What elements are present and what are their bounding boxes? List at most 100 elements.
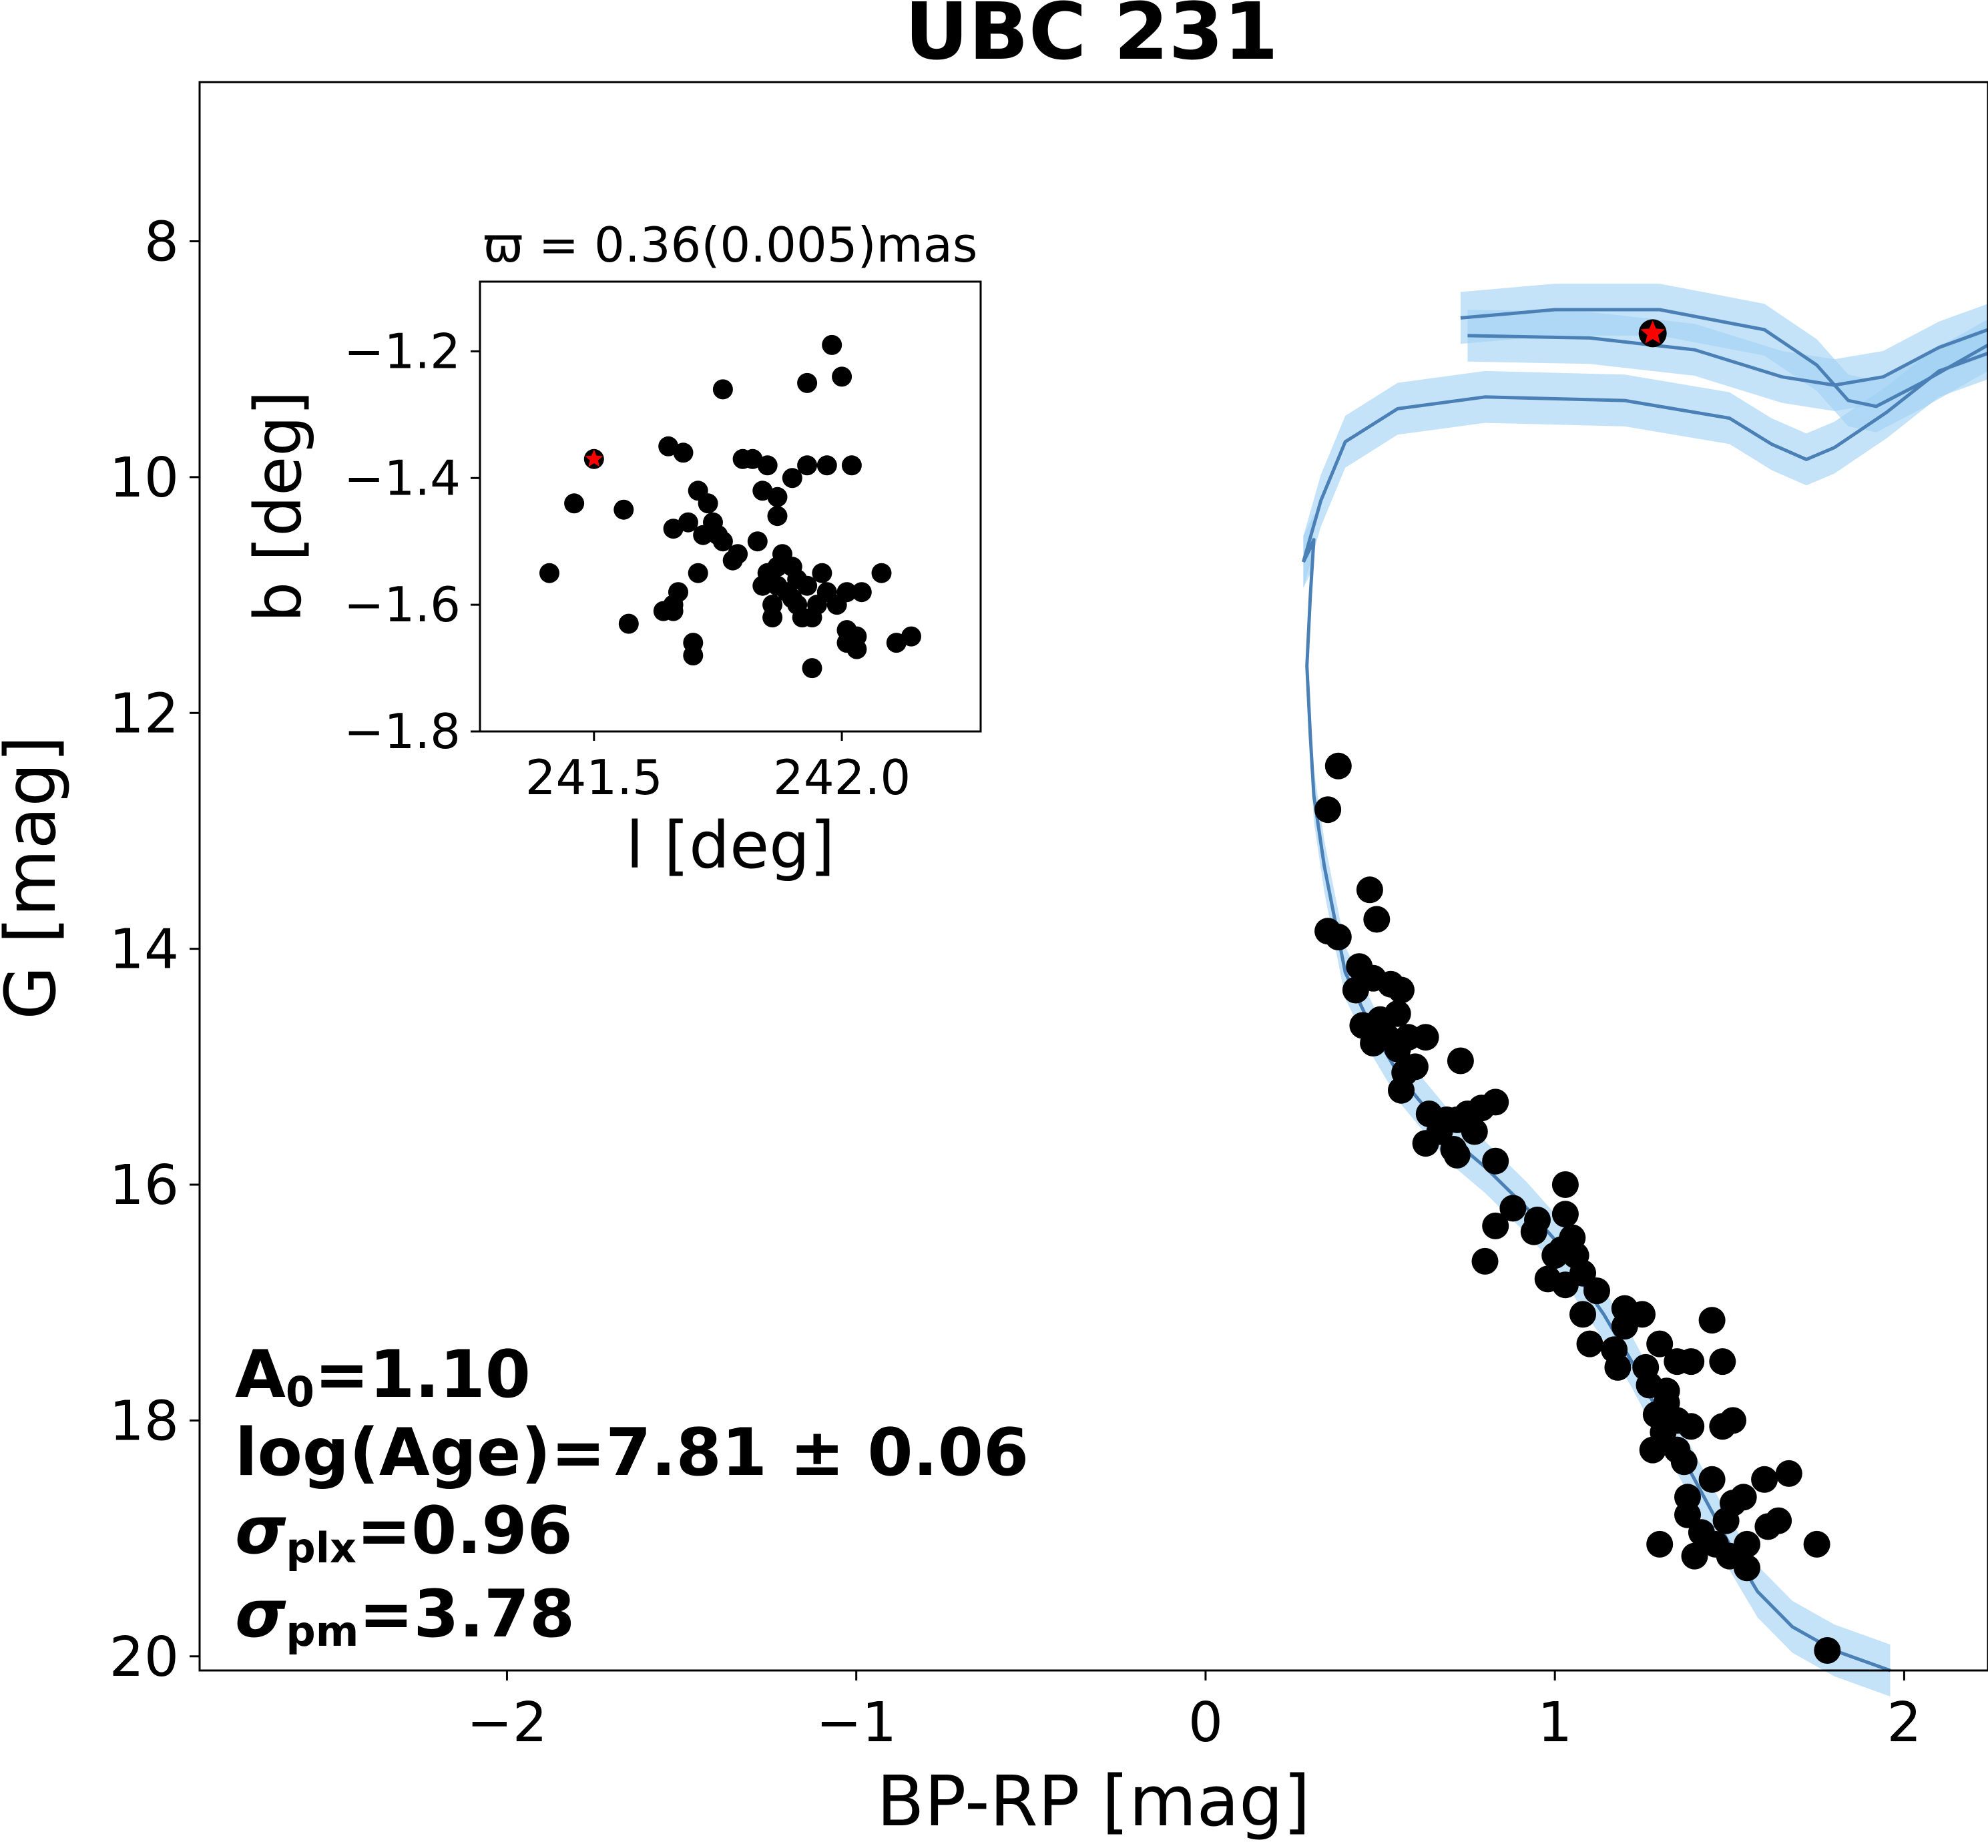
- inset-member-point: [757, 455, 778, 476]
- y-tick-label: 14: [109, 918, 179, 982]
- member-star-point: [1698, 1307, 1726, 1334]
- inset-member-point: [767, 487, 788, 507]
- inset-member-point: [841, 455, 862, 476]
- inset-member-point: [826, 595, 847, 615]
- member-star-point: [1447, 1047, 1474, 1074]
- member-star-point: [1482, 1089, 1509, 1116]
- inset-frame: [479, 280, 982, 733]
- x-axis-ticks: −2 −1 0 1 2: [467, 1670, 1922, 1755]
- highlight-star-layer: [1638, 319, 1667, 348]
- member-star-point: [1388, 976, 1415, 1004]
- x-axis-label: BP-RP [mag]: [877, 1761, 1310, 1842]
- member-star-point: [1646, 1530, 1674, 1558]
- chart-title: UBC 231: [905, 0, 1278, 77]
- inset-member-point: [613, 499, 634, 520]
- inset-x-ticks: 241.5 242.0: [525, 731, 911, 806]
- inset-member-stars: [539, 334, 921, 679]
- inset-member-point: [564, 493, 585, 514]
- inset-member-point: [782, 468, 802, 489]
- inset-y-axis-label: b [deg]: [241, 390, 316, 622]
- inset-member-point: [832, 366, 852, 387]
- inset-member-point: [693, 525, 714, 545]
- inset-title: ϖ = 0.36(0.005)mas: [483, 217, 978, 273]
- inset-member-point: [816, 455, 837, 476]
- inset-member-point: [722, 550, 743, 571]
- inset-member-point: [802, 658, 822, 679]
- inset-x-tick-label: 242.0: [773, 749, 911, 806]
- y-tick-label: 8: [144, 211, 179, 274]
- inset-member-point: [663, 601, 684, 621]
- isochrone-loop-band: [1467, 304, 1988, 411]
- x-tick-label: −1: [816, 1691, 897, 1755]
- member-star-point: [1712, 1507, 1740, 1534]
- isochrone-upper-line: [1301, 352, 1988, 563]
- inset-y-tick-label: −1.6: [344, 577, 461, 633]
- inset-y-tick-label: −1.8: [344, 703, 461, 759]
- member-star-point: [1814, 1637, 1841, 1664]
- inset-member-point: [539, 563, 559, 583]
- inset-member-point: [712, 531, 733, 552]
- highlight-star-marker: [1640, 320, 1665, 344]
- member-star-point: [1388, 1076, 1415, 1104]
- isochrone-loop-line: [1467, 328, 1988, 387]
- member-star-point: [1569, 1301, 1596, 1328]
- member-star-point: [1751, 1466, 1778, 1493]
- member-star-point: [1698, 1466, 1726, 1493]
- inset-member-point: [812, 563, 832, 583]
- extinction-annotation: A0=1.10: [235, 1337, 531, 1416]
- inset-y-tick-label: −1.4: [344, 450, 461, 506]
- member-star-point: [1681, 1542, 1708, 1570]
- member-star-point: [1775, 1460, 1802, 1487]
- inset-member-point: [797, 575, 818, 596]
- inset-member-point: [698, 493, 718, 514]
- member-star-point: [1551, 1171, 1579, 1198]
- member-star-point: [1803, 1530, 1830, 1558]
- y-axis-label: G [mag]: [0, 735, 71, 1020]
- sigma-plx-annotation: σplx=0.96: [235, 1493, 573, 1572]
- member-star-point: [1765, 1507, 1792, 1534]
- member-star-point: [1730, 1484, 1757, 1511]
- inset-member-point: [901, 626, 921, 647]
- member-star-point: [1471, 1247, 1499, 1275]
- y-tick-label: 10: [109, 446, 179, 510]
- y-tick-label: 18: [109, 1390, 179, 1453]
- member-star-point: [1324, 752, 1352, 780]
- inset-member-point: [851, 582, 872, 603]
- member-star-point: [1412, 1024, 1439, 1051]
- inset-member-point: [767, 506, 788, 527]
- y-tick-label: 20: [109, 1626, 179, 1689]
- x-tick-label: 1: [1537, 1691, 1572, 1755]
- member-star-point: [1551, 1271, 1579, 1299]
- member-star-point: [1342, 976, 1369, 1004]
- inset-member-point: [762, 607, 783, 628]
- member-star-point: [1551, 1201, 1579, 1228]
- x-tick-label: 2: [1887, 1691, 1921, 1755]
- member-star-point: [1541, 1242, 1569, 1269]
- x-tick-label: −2: [467, 1691, 547, 1755]
- member-star-point: [1499, 1195, 1527, 1222]
- inset-member-point: [747, 531, 768, 552]
- member-star-point: [1576, 1330, 1603, 1357]
- member-star-point: [1360, 1030, 1387, 1056]
- y-axis-ticks: 8 10 12 14 16 18 20: [109, 211, 200, 1689]
- inset-member-point: [797, 372, 818, 393]
- sky-position-inset: 241.5 242.0 −1.2 −1.4 −1.6 −1.8 ϖ = 0.36(0.0…: [241, 217, 982, 883]
- member-star-point: [1314, 796, 1342, 824]
- member-star-point: [1670, 1448, 1698, 1476]
- member-star-point: [1583, 1277, 1610, 1305]
- inset-member-point: [797, 455, 818, 476]
- inset-member-point: [712, 379, 733, 400]
- inset-y-ticks: −1.2 −1.4 −1.6 −1.8: [344, 323, 480, 759]
- x-tick-label: 0: [1188, 1691, 1223, 1755]
- inset-member-point: [871, 563, 892, 583]
- inset-member-point: [822, 334, 842, 355]
- y-tick-label: 12: [109, 682, 179, 745]
- member-star-point: [1604, 1353, 1632, 1381]
- member-star-point: [1646, 1330, 1674, 1357]
- inset-member-point: [792, 607, 812, 628]
- plot-frame: [198, 81, 1988, 1672]
- inset-member-point: [846, 639, 867, 659]
- member-star-point: [1324, 924, 1352, 950]
- member-star-point: [1482, 1147, 1509, 1175]
